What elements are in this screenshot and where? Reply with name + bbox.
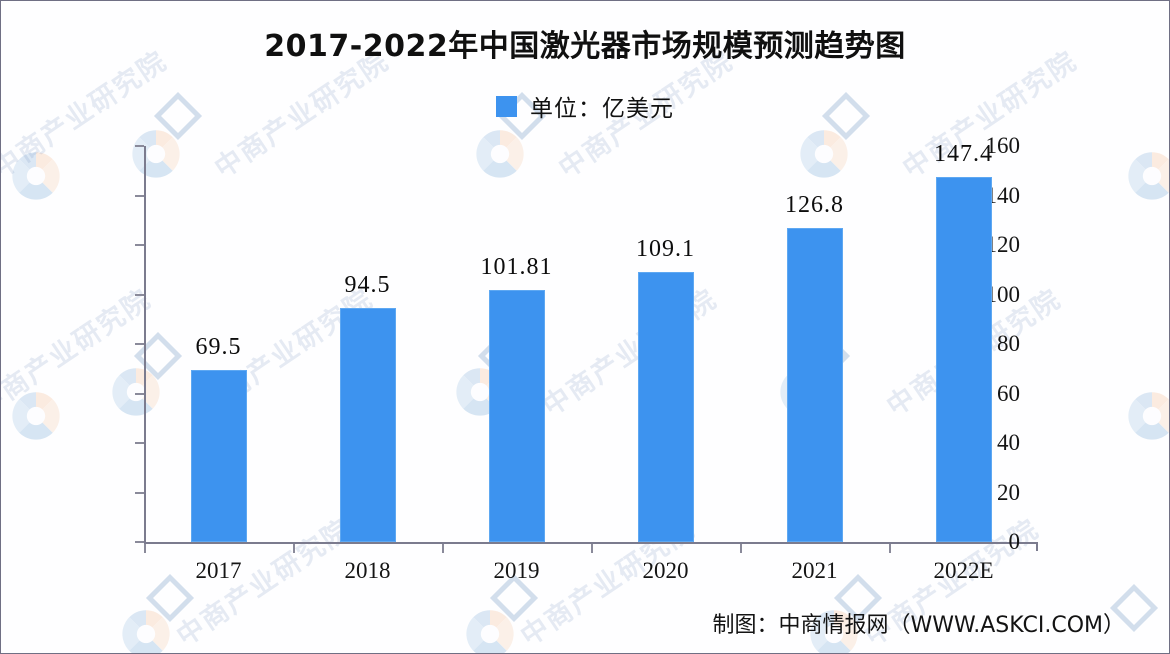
- y-axis-tick-label: 100: [985, 281, 1021, 307]
- bar[interactable]: [190, 369, 247, 542]
- x-axis-tick: [442, 544, 444, 553]
- chart-credit: 制图：中商情报网（WWW.ASKCI.COM）: [712, 613, 1125, 638]
- chart-legend: 单位：亿美元: [1, 89, 1169, 123]
- x-axis-end-tick: [1036, 542, 1038, 551]
- y-axis-tick: [135, 442, 144, 444]
- x-axis-tick-label: 2022E: [933, 558, 994, 583]
- y-axis-tick-label: 0: [1008, 529, 1021, 554]
- y-axis-tick: [135, 392, 144, 395]
- y-axis-line: [144, 146, 146, 543]
- watermark-logo-icon: [1128, 392, 1169, 440]
- x-axis-tick: [591, 544, 593, 553]
- x-axis-tick: [144, 544, 146, 553]
- legend-swatch-icon: [496, 95, 517, 117]
- y-axis-tick-label: 80: [997, 331, 1020, 356]
- x-axis-tick-label: 2020: [642, 558, 689, 583]
- y-axis-tick: [135, 343, 144, 345]
- bar[interactable]: [786, 228, 843, 542]
- y-axis-tick-label: 120: [985, 232, 1021, 257]
- y-axis-tick-label: 40: [997, 430, 1020, 455]
- x-axis-tick: [740, 544, 742, 553]
- watermark-text: 中商产业研究院: [0, 283, 157, 423]
- y-axis-tick: [135, 244, 144, 246]
- x-axis-tick: [889, 544, 891, 553]
- y-axis-tick-label: 60: [997, 380, 1020, 406]
- bar[interactable]: [488, 290, 545, 542]
- x-axis-tick-label: 2017: [195, 558, 242, 583]
- y-axis-tick: [135, 194, 144, 197]
- bar-value-label: 147.4: [934, 141, 993, 168]
- bar[interactable]: [637, 271, 694, 542]
- bar-value-label: 69.5: [195, 333, 242, 360]
- bar-value-label: 101.81: [480, 254, 553, 281]
- watermark-logo-icon: [122, 610, 170, 653]
- watermark-logo-icon: [466, 610, 514, 653]
- watermark-logo-icon: [12, 392, 60, 440]
- x-axis-tick-label: 2019: [493, 558, 540, 583]
- y-axis-tick: [135, 145, 144, 147]
- bar[interactable]: [339, 308, 396, 542]
- legend-label: 单位：亿美元: [530, 96, 674, 122]
- chart-title: 2017-2022年中国激光器市场规模预测趋势图: [264, 29, 906, 64]
- bar-value-label: 94.5: [344, 272, 391, 299]
- x-axis-tick-label: 2018: [344, 558, 391, 583]
- x-axis-line: [144, 542, 1038, 544]
- bar-value-label: 126.8: [785, 192, 844, 219]
- y-axis-tick: [135, 293, 144, 296]
- y-axis-tick-label: 20: [997, 479, 1020, 505]
- x-axis-tick-label: 2021: [791, 558, 838, 583]
- watermark-logo-icon: [1128, 152, 1169, 200]
- bar-value-label: 109.1: [636, 235, 695, 262]
- bar[interactable]: [935, 177, 992, 542]
- y-axis-tick: [135, 491, 144, 494]
- y-axis-tick-label: 160: [985, 133, 1021, 158]
- y-axis-tick: [135, 541, 144, 543]
- x-axis-tick: [293, 544, 295, 553]
- y-axis-tick-label: 140: [985, 182, 1021, 208]
- chart-plot-area: 0 20 40 60 80 100 120 140 160 2017 2018 2019 2020 20…: [135, 134, 1038, 583]
- watermark-logo-icon: [12, 152, 60, 200]
